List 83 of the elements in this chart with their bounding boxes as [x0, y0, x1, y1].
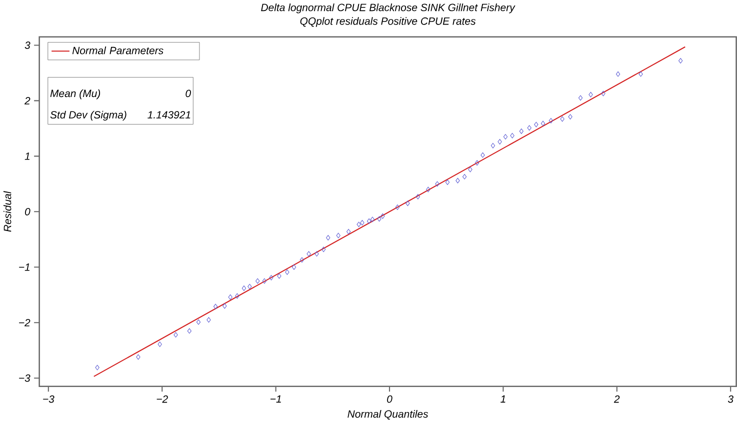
point [314, 251, 319, 256]
point [360, 220, 364, 226]
point [380, 213, 385, 219]
point [277, 273, 282, 279]
point [527, 125, 532, 131]
y-tick-label: 1 [24, 152, 30, 160]
point [406, 200, 410, 206]
point [548, 118, 554, 124]
point [480, 152, 485, 158]
point [395, 204, 400, 210]
point [196, 319, 201, 325]
point [534, 122, 538, 128]
point [228, 294, 232, 300]
point [366, 218, 372, 224]
y-tick-label: 3 [24, 41, 30, 49]
point [174, 332, 178, 338]
chart-title: Delta lognormal CPUE Blacknose SINK Gillnet Fishery [261, 3, 516, 14]
point [356, 222, 361, 228]
point [416, 194, 420, 200]
point [445, 180, 450, 185]
point [456, 178, 460, 184]
point [616, 71, 620, 77]
point [285, 269, 290, 275]
point [498, 139, 502, 144]
point [248, 284, 252, 290]
point [95, 364, 100, 370]
point [158, 342, 162, 347]
point [300, 257, 304, 263]
point [206, 317, 211, 322]
point [256, 278, 260, 284]
point [426, 186, 430, 192]
annotation: 1.143921 [148, 111, 190, 118]
annotation: Mean (Mu) [50, 89, 100, 100]
point [242, 286, 246, 291]
point [474, 160, 480, 166]
annotation: Std Dev (Sigma) [50, 110, 126, 121]
point [468, 166, 472, 172]
point [222, 303, 227, 309]
point [560, 116, 564, 122]
x-tick-label: 1 [500, 395, 506, 403]
point [346, 228, 351, 234]
point [503, 134, 508, 140]
point [326, 235, 330, 240]
point [490, 142, 496, 148]
point [235, 293, 240, 299]
point [510, 132, 514, 138]
point [370, 216, 375, 222]
point [435, 181, 440, 187]
annotation: 0 [186, 90, 191, 98]
point [601, 90, 606, 96]
x-tick-label: −2 [156, 395, 168, 403]
point [568, 114, 572, 120]
point [136, 354, 140, 360]
point [462, 174, 467, 180]
x-axis-title: Normal Quantiles [348, 410, 428, 420]
point [187, 328, 192, 334]
point [540, 120, 546, 126]
point [336, 232, 340, 238]
point [321, 246, 326, 252]
y-tick-label: 0 [24, 208, 30, 216]
point [578, 95, 583, 101]
y-tick-label: −3 [19, 374, 30, 382]
legend-label: Normal Parameters [72, 46, 164, 54]
point [262, 278, 267, 284]
point [678, 58, 683, 64]
chart-subtitle: QQplot residuals Positive CPUE rates [300, 17, 476, 27]
y-tick-label: 2 [24, 97, 30, 104]
x-tick-label: −1 [270, 395, 281, 403]
x-tick-label: −3 [43, 395, 54, 403]
point [519, 128, 524, 134]
point [588, 92, 593, 98]
y-axis-title: Residual [4, 191, 12, 232]
point [377, 216, 382, 222]
point [638, 71, 643, 77]
y-tick-label: −2 [19, 318, 30, 326]
x-tick-label: 0 [387, 395, 392, 403]
point [292, 264, 296, 270]
y-tick-label: −1 [19, 263, 30, 271]
x-tick-label: 2 [614, 395, 620, 403]
point [213, 304, 218, 310]
point [306, 251, 311, 256]
x-tick-label: 3 [728, 395, 734, 403]
point [269, 274, 274, 280]
